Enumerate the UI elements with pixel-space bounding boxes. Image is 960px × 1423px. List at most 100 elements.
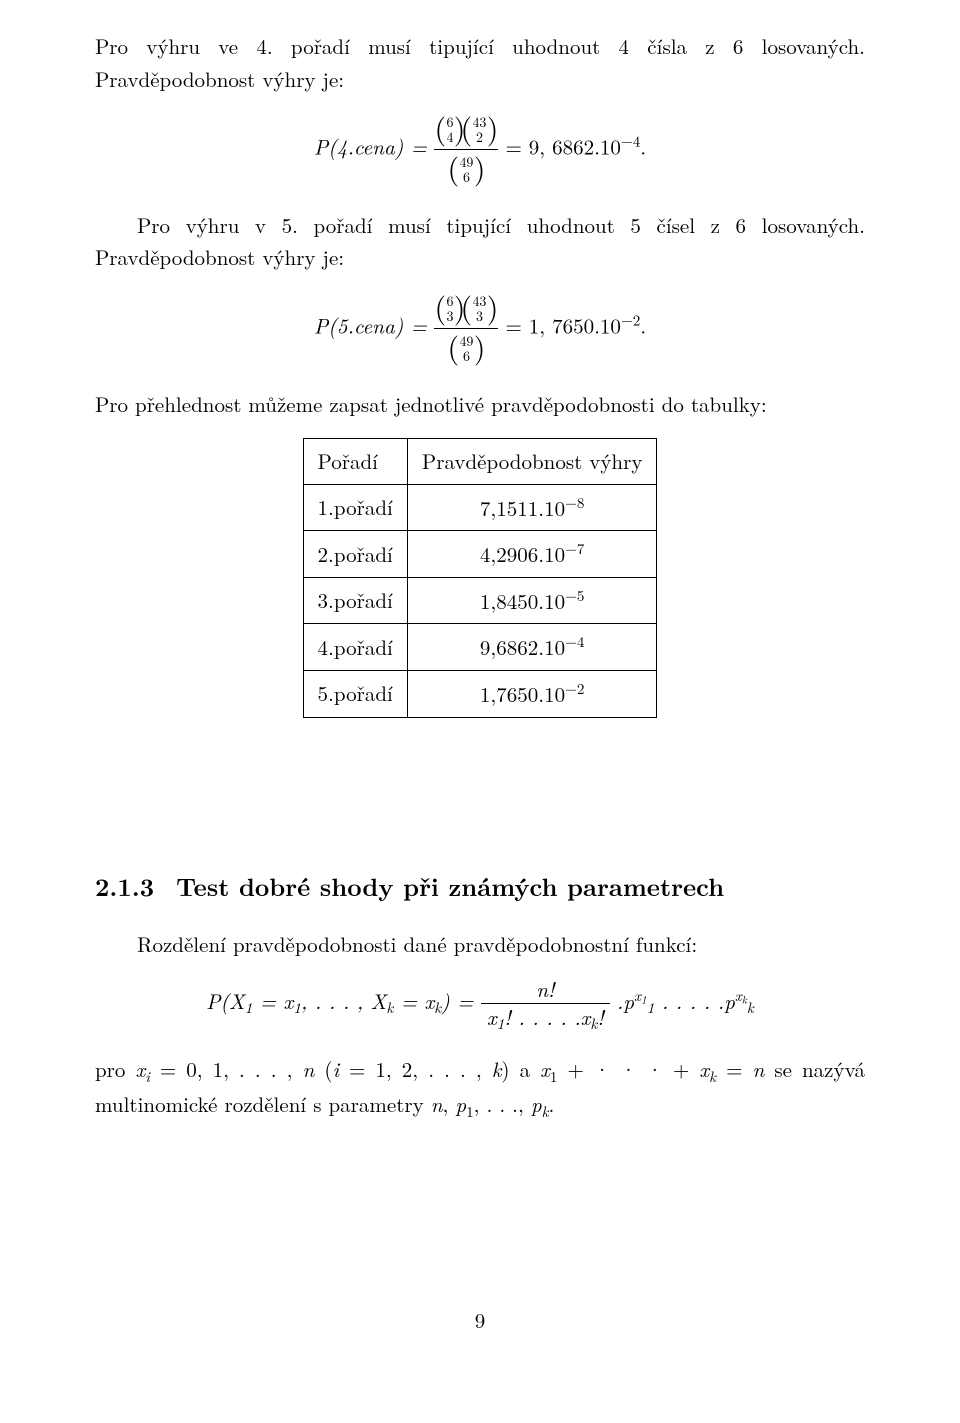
comma: , [474,1089,487,1119]
var-k: k [492,1054,502,1084]
binom-43-3: 43 3 [466,292,492,325]
txt: , . . . , X [301,986,386,1016]
var-x: x [540,1054,550,1084]
formula-p4-rhs: = 9, 6862.10 [505,132,621,162]
paragraph-distribution-intro: Rozdělení pravděpodobnosti dané pravděpo… [95,928,865,961]
txt: x [735,985,742,1006]
binom-43-2: 43 2 [466,113,492,146]
value-exp: −7 [565,538,584,559]
paragraph-multinomial-desc: pro xi = 0, 1, . . . , n (i = 1, 2, . . … [95,1053,865,1124]
sup: xk [735,985,747,1006]
sub-k: k [542,1102,549,1123]
formula-p4: P(4.cena) = 6 4 43 2 49 6 = 9, 6862.10−4… [95,113,865,187]
probability-table: Pořadí Pravděpodobnost výhry 1.pořadí 7,… [303,438,658,717]
binom-bot: 3 [446,309,453,324]
table-cell-value: 1,8450.10−5 [407,577,657,624]
formula-p4-fraction: 6 4 43 2 49 6 [434,113,498,187]
formula-p4-dot: . [640,132,646,162]
table-cell-value: 1,7650.10−2 [407,670,657,717]
table-cell-label: 2.pořadí [303,531,407,578]
txt: ) = [441,986,481,1016]
var-n: n [303,1054,315,1084]
value-text: 7,1511.10 [480,493,565,523]
var-n: n [431,1089,443,1119]
comma: , [443,1089,456,1119]
table-cell-label: 4.pořadí [303,624,407,671]
table-cell-label: 1.pořadí [303,484,407,531]
comma: , [518,1089,531,1119]
table-cell-value: 7,1511.10−8 [407,484,657,531]
formula-p4-lhs: P(4.cena) = [314,132,435,162]
formula-p5: P(5.cena) = 6 3 43 3 49 6 = 1, 7650.10−2… [95,292,865,366]
txt: ! . . . . .x [504,1002,590,1032]
sup: x1 [634,985,647,1006]
txt: = x [252,986,293,1016]
txt: ) a [501,1054,540,1084]
txt: = [716,1054,752,1084]
binom-bot: 6 [459,170,473,185]
multinom-fraction: n! x1! . . . . .xk! [481,979,610,1031]
binom-6-4: 6 4 [440,113,459,146]
table-header-prob: Pravděpodobnost výhry [407,439,657,485]
value-text: 1,8450.10 [480,586,565,616]
page-number: 9 [95,1304,865,1337]
binom-49-6: 49 6 [453,153,479,186]
table-cell-value: 9,6862.10−4 [407,624,657,671]
binom-49-6-b: 49 6 [453,332,479,365]
txt: P(X [206,986,244,1016]
table-header-poradi: Pořadí [303,439,407,485]
value-exp: −8 [565,492,584,513]
var-p: p [455,1089,466,1119]
formula-multinomial: P(X1 = x1, . . . , Xk = xk) = n! x1! . .… [95,979,865,1031]
section-heading: 2.1.3Test dobré shody při známých parame… [95,868,865,907]
table-row: 5.pořadí 1,7650.10−2 [303,670,657,717]
table-row: 2.pořadí 4,2906.10−7 [303,531,657,578]
txt: = 1, 2, . . . , [339,1054,492,1084]
table-cell-value: 4,2906.10−7 [407,531,657,578]
multinom-den: x1! . . . . .xk! [481,1004,610,1031]
binom-bot: 4 [446,130,453,145]
var-x: x [699,1054,709,1084]
paragraph-table-intro: Pro přehlednost můžeme zapsat jednotlivé… [95,388,865,421]
formula-p5-dot: . [640,310,646,340]
formula-p5-rhs: = 1, 7650.10 [505,310,621,340]
table-row: 1.pořadí 7,1511.10−8 [303,484,657,531]
table-row: 3.pořadí 1,8450.10−5 [303,577,657,624]
txt: pro [95,1054,135,1084]
binom-6-3: 6 3 [440,292,459,325]
formula-p5-fraction: 6 3 43 3 49 6 [434,292,498,366]
txt: .p [617,986,634,1016]
paragraph-4th-prize: Pro výhru ve 4. pořadí musí tipující uho… [95,30,865,95]
table-cell-label: 3.pořadí [303,577,407,624]
value-text: 1,7650.10 [480,679,565,709]
value-exp: −2 [565,678,584,699]
binom-bot: 6 [459,349,473,364]
value-exp: −4 [565,631,584,652]
sub: k [747,997,754,1018]
value-text: 4,2906.10 [480,539,565,569]
var-x: x [135,1054,145,1084]
paragraph-5th-prize: Pro výhru v 5. pořadí musí tipující uhod… [95,209,865,274]
formula-p5-lhs: P(5.cena) = [314,310,435,340]
multinom-lhs: P(X1 = x1, . . . , Xk = xk) = [206,986,481,1016]
txt: . . . . .p [654,986,735,1016]
value-text: 9,6862.10 [480,632,565,662]
value-exp: −5 [565,585,584,606]
txt: = 0, 1, . . . , [150,1054,303,1084]
sub: 1 [293,997,301,1018]
txt: ! [597,1002,603,1032]
txt: . [549,1089,555,1119]
sub-1: 1 [466,1102,474,1123]
table-row: 4.pořadí 9,6862.10−4 [303,624,657,671]
txt: + · · · + [557,1054,699,1084]
section-number: 2.1.3 [95,869,154,904]
formula-p5-exp: −2 [621,309,640,330]
table-cell-label: 5.pořadí [303,670,407,717]
table-header-row: Pořadí Pravděpodobnost výhry [303,439,657,485]
txt: x [634,985,641,1006]
txt: x [487,1002,497,1032]
var-p: p [531,1089,542,1119]
var-n: n [753,1054,765,1084]
multinom-rhs: .px11 . . . . .pxkk [617,986,754,1016]
txt: = x [393,986,434,1016]
